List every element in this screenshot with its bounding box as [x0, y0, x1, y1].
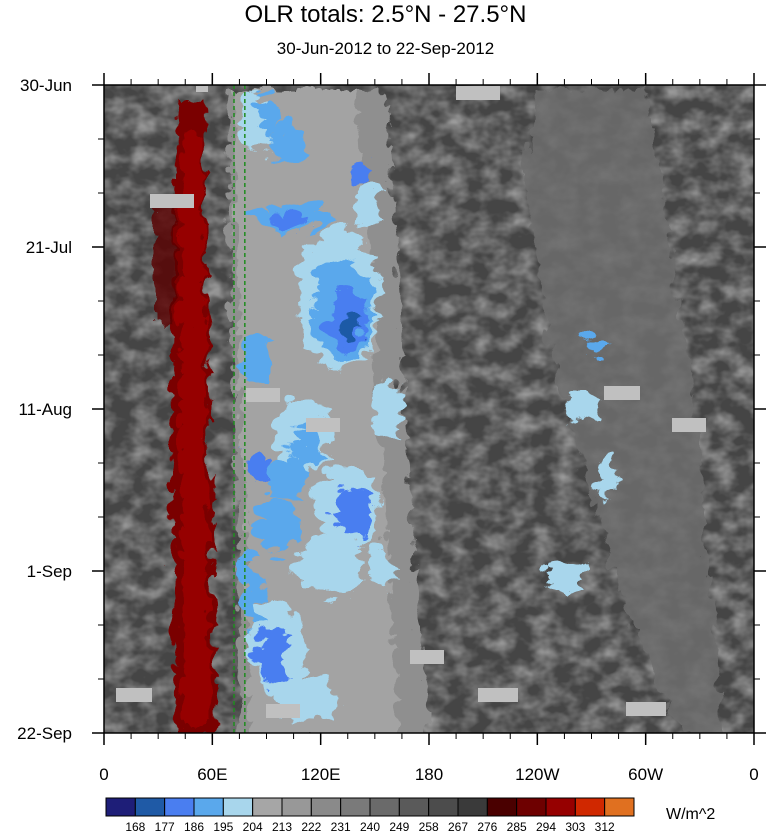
- colorbar-swatch: [193, 797, 224, 817]
- colorbar-label: 285: [507, 820, 527, 834]
- colorbar-swatch: [486, 797, 518, 817]
- plot-area: [104, 85, 754, 733]
- colorbar-label: 240: [360, 820, 380, 834]
- colorbar-label: 231: [331, 820, 351, 834]
- colorbar-swatch: [252, 797, 283, 817]
- x-tick-label: 120E: [301, 765, 341, 784]
- low-olr-blob: [327, 477, 363, 533]
- missing-data-box: [246, 388, 280, 402]
- y-tick-label: 21-Jul: [26, 238, 72, 257]
- low-olr-blob: [260, 450, 300, 490]
- colorbar: 168 177 186 195 204 213 222 231 240 249 258 267 276 2…: [105, 797, 635, 834]
- missing-data-box: [196, 86, 208, 92]
- missing-data-boxes: [116, 86, 706, 718]
- colorbar-swatch: [545, 797, 576, 817]
- low-olr-blob: [250, 490, 290, 550]
- low-olr-blob: [258, 204, 302, 220]
- low-olr-blob: [262, 118, 298, 162]
- missing-data-box: [456, 86, 500, 100]
- chart-title: OLR totals: 2.5°N - 27.5°N: [244, 1, 527, 28]
- x-tick-label: 0: [99, 765, 108, 784]
- colorbar-swatch: [281, 797, 312, 817]
- low-olr-blob: [340, 153, 360, 177]
- missing-data-box: [150, 194, 194, 208]
- low-olr-blob: [580, 330, 600, 350]
- y-tick-label: 22-Sep: [17, 724, 72, 743]
- x-tick-label: 180: [415, 765, 443, 784]
- colorbar-swatch: [222, 797, 254, 817]
- missing-data-box: [672, 418, 706, 432]
- colorbar-label: 276: [477, 820, 497, 834]
- low-olr-blob: [344, 176, 376, 224]
- colorbar-label: 186: [184, 820, 204, 834]
- x-tick-label: 120W: [515, 765, 559, 784]
- colorbar-label: 258: [419, 820, 439, 834]
- colorbar-units: W/m^2: [666, 806, 716, 823]
- colorbar-label: 294: [536, 820, 556, 834]
- colorbar-swatch: [457, 797, 488, 817]
- chart-subtitle: 30-Jun-2012 to 22-Sep-2012: [276, 39, 495, 58]
- missing-data-box: [306, 418, 340, 432]
- low-olr-blob: [236, 322, 264, 378]
- missing-data-box: [478, 688, 518, 702]
- x-axis: 0 60E 120E 180 120W 60W 0: [99, 73, 759, 784]
- missing-data-box: [604, 386, 640, 400]
- missing-data-box: [266, 704, 300, 718]
- reference-lines: [233, 85, 246, 733]
- colorbar-swatch: [310, 797, 342, 817]
- high-olr-band: [150, 95, 212, 733]
- colorbar-label: 195: [213, 820, 233, 834]
- colorbar-swatch: [105, 797, 136, 817]
- y-axis: 30-Jun 21-Jul 11-Aug 1-Sep 22-Sep: [17, 76, 766, 743]
- colorbar-label: 249: [389, 820, 409, 834]
- colorbar-label: 204: [243, 820, 263, 834]
- x-tick-label: 60W: [628, 765, 663, 784]
- colorbar-swatch: [340, 797, 371, 817]
- colorbar-swatch: [164, 797, 195, 817]
- colorbar-label: 177: [155, 820, 175, 834]
- low-olr-blob: [358, 536, 386, 584]
- colorbar-label: 213: [272, 820, 292, 834]
- missing-data-box: [626, 702, 666, 716]
- y-tick-label: 11-Aug: [18, 400, 72, 419]
- colorbar-swatch: [516, 797, 547, 817]
- low-olr-blob: [270, 666, 330, 714]
- low-olr-blob: [590, 446, 610, 494]
- low-olr-blob: [288, 530, 352, 590]
- colorbar-swatch: [428, 797, 459, 817]
- colorbar-label: 222: [301, 820, 321, 834]
- x-tick-label: 0: [749, 765, 758, 784]
- low-olr-blob: [249, 620, 281, 680]
- low-olr-blob: [337, 306, 353, 334]
- colorbar-label: 168: [125, 820, 145, 834]
- colorbar-swatch: [398, 797, 430, 817]
- colorbar-swatch: [369, 797, 400, 817]
- low-olr-blobs: [228, 92, 610, 714]
- missing-data-box: [410, 650, 444, 664]
- colorbar-label: 267: [448, 820, 468, 834]
- low-olr-blob: [366, 370, 394, 430]
- low-olr-blob: [236, 446, 264, 474]
- colorbar-swatch: [574, 797, 606, 817]
- colorbar-swatch: [134, 797, 166, 817]
- x-tick-label: 60E: [197, 765, 227, 784]
- y-tick-label: 30-Jun: [20, 76, 72, 95]
- low-olr-blob: [559, 380, 591, 420]
- missing-data-box: [116, 688, 152, 702]
- low-olr-blob: [540, 556, 580, 584]
- low-olr-blob: [252, 92, 272, 128]
- low-olr-blob: [236, 560, 256, 620]
- colorbar-swatch: [604, 797, 635, 817]
- y-tick-label: 1-Sep: [27, 562, 72, 581]
- colorbar-label: 312: [595, 820, 615, 834]
- colorbar-label: 303: [565, 820, 585, 834]
